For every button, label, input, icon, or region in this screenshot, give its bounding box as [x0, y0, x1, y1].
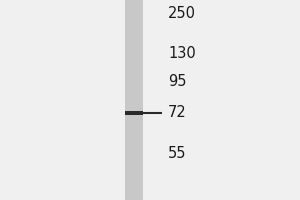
Text: 250: 250	[168, 6, 196, 21]
Text: 72: 72	[168, 105, 187, 120]
Text: 95: 95	[168, 74, 187, 89]
Text: 130: 130	[168, 46, 196, 60]
Bar	[124, 0, 142, 200]
Bar	[124, 111, 142, 115]
Text: 55: 55	[168, 146, 187, 162]
